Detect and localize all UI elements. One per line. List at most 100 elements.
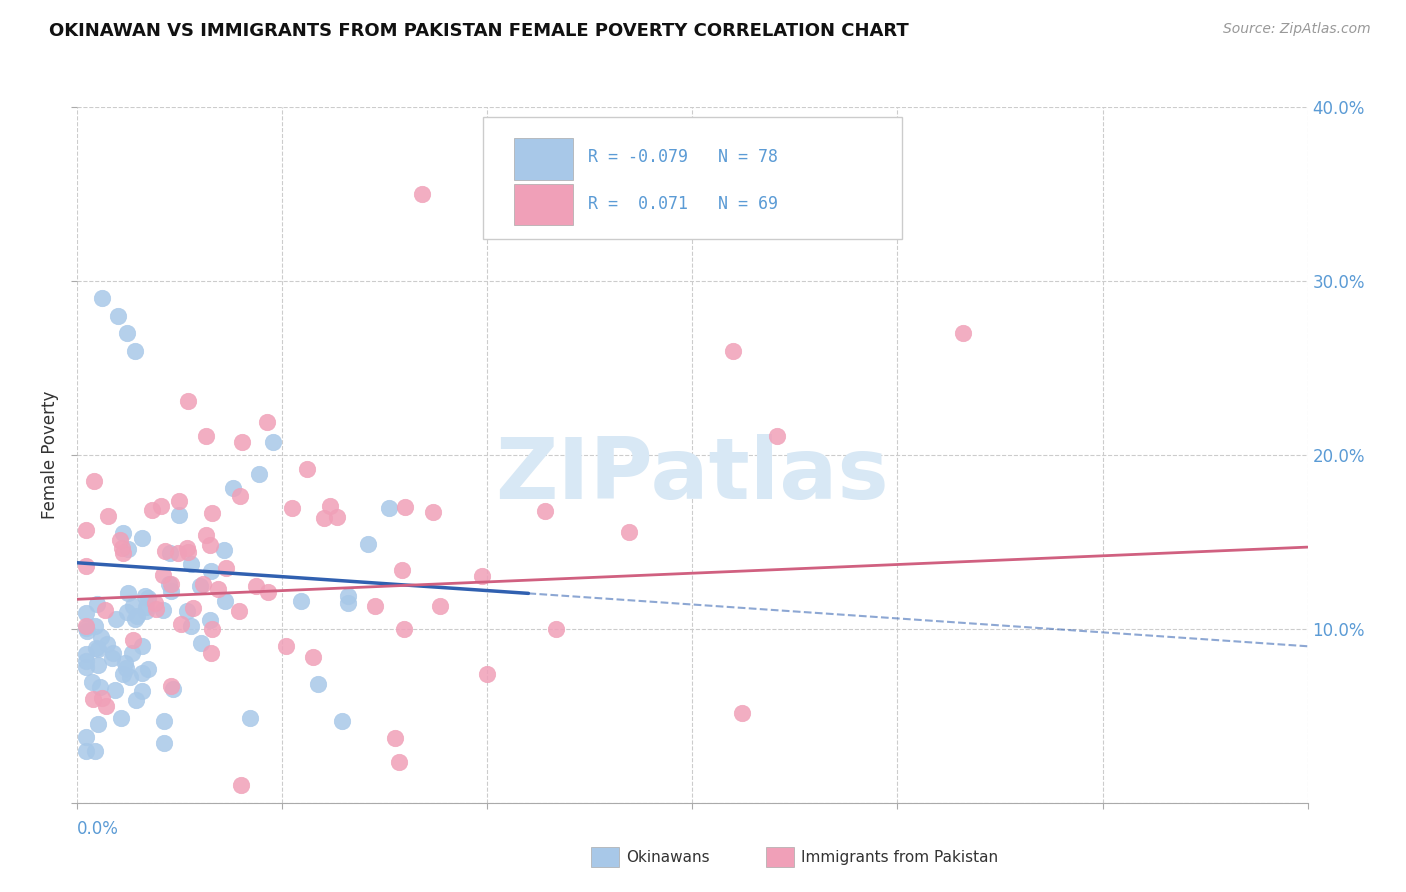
- Point: [201, 506, 224, 520]
- Point: [75, 647, 97, 661]
- Point: [90, 691, 112, 706]
- Point: [125, 609, 148, 624]
- Point: [76, 624, 98, 638]
- Point: [110, 711, 132, 725]
- Text: R = -0.079   N = 78: R = -0.079 N = 78: [588, 148, 778, 166]
- Point: [429, 599, 451, 614]
- Point: [180, 619, 202, 633]
- Point: [84, 744, 107, 758]
- Point: [477, 666, 499, 681]
- Point: [169, 508, 191, 522]
- Point: [153, 736, 176, 750]
- Point: [153, 544, 176, 558]
- Point: [97, 508, 120, 523]
- Point: [176, 604, 198, 618]
- Point: [141, 503, 163, 517]
- Point: [87, 658, 110, 673]
- Text: R =  0.071   N = 69: R = 0.071 N = 69: [588, 195, 778, 213]
- Point: [229, 489, 252, 503]
- Point: [766, 428, 789, 442]
- Point: [111, 541, 134, 555]
- Point: [114, 661, 136, 675]
- Point: [245, 579, 267, 593]
- Point: [80, 675, 103, 690]
- Point: [619, 524, 641, 539]
- Point: [117, 541, 139, 556]
- Point: [114, 656, 136, 670]
- Point: [75, 654, 97, 668]
- Point: [281, 501, 304, 516]
- Point: [422, 505, 444, 519]
- Point: [134, 589, 156, 603]
- Point: [150, 499, 173, 513]
- Point: [120, 670, 142, 684]
- Point: [167, 545, 190, 559]
- Text: Source: ZipAtlas.com: Source: ZipAtlas.com: [1223, 22, 1371, 37]
- Point: [190, 636, 212, 650]
- Point: [191, 577, 214, 591]
- Point: [169, 494, 191, 508]
- Point: [337, 590, 360, 604]
- Point: [160, 577, 183, 591]
- FancyBboxPatch shape: [515, 184, 574, 226]
- Point: [363, 599, 385, 613]
- Point: [222, 481, 245, 495]
- Point: [159, 583, 181, 598]
- Point: [111, 546, 134, 560]
- Point: [295, 462, 318, 476]
- Point: [124, 343, 146, 358]
- Point: [177, 545, 200, 559]
- Point: [82, 692, 104, 706]
- Point: [136, 591, 159, 605]
- FancyBboxPatch shape: [484, 118, 901, 239]
- Point: [546, 622, 568, 636]
- Point: [152, 603, 174, 617]
- Text: Immigrants from Pakistan: Immigrants from Pakistan: [801, 850, 998, 864]
- Point: [181, 600, 204, 615]
- Point: [256, 415, 278, 429]
- Point: [121, 599, 143, 613]
- Point: [121, 633, 143, 648]
- Point: [188, 579, 211, 593]
- Point: [153, 714, 176, 729]
- Point: [231, 434, 253, 449]
- Point: [470, 568, 492, 582]
- Point: [94, 699, 117, 714]
- Point: [330, 714, 353, 728]
- Point: [75, 621, 97, 635]
- Point: [115, 606, 138, 620]
- Point: [162, 682, 184, 697]
- Point: [105, 612, 128, 626]
- Point: [302, 650, 325, 665]
- Point: [87, 717, 110, 731]
- Point: [274, 639, 297, 653]
- Y-axis label: Female Poverty: Female Poverty: [41, 391, 59, 519]
- Point: [135, 599, 157, 614]
- Point: [94, 602, 117, 616]
- FancyBboxPatch shape: [515, 138, 574, 180]
- Point: [84, 619, 107, 633]
- Point: [180, 557, 202, 571]
- Point: [75, 660, 97, 674]
- Point: [411, 187, 433, 202]
- Text: 0.0%: 0.0%: [77, 821, 120, 838]
- Point: [89, 680, 111, 694]
- Point: [194, 528, 217, 542]
- Point: [75, 607, 97, 621]
- Point: [138, 662, 160, 676]
- Point: [117, 586, 139, 600]
- Point: [215, 561, 238, 575]
- Point: [75, 730, 97, 744]
- Point: [290, 594, 312, 608]
- Point: [90, 630, 112, 644]
- Point: [377, 501, 399, 516]
- Point: [101, 646, 124, 660]
- Point: [384, 731, 406, 745]
- Point: [96, 637, 118, 651]
- Point: [75, 523, 97, 537]
- Point: [121, 646, 143, 660]
- Point: [391, 563, 413, 577]
- Point: [214, 594, 236, 608]
- Point: [392, 622, 415, 636]
- Point: [952, 326, 974, 340]
